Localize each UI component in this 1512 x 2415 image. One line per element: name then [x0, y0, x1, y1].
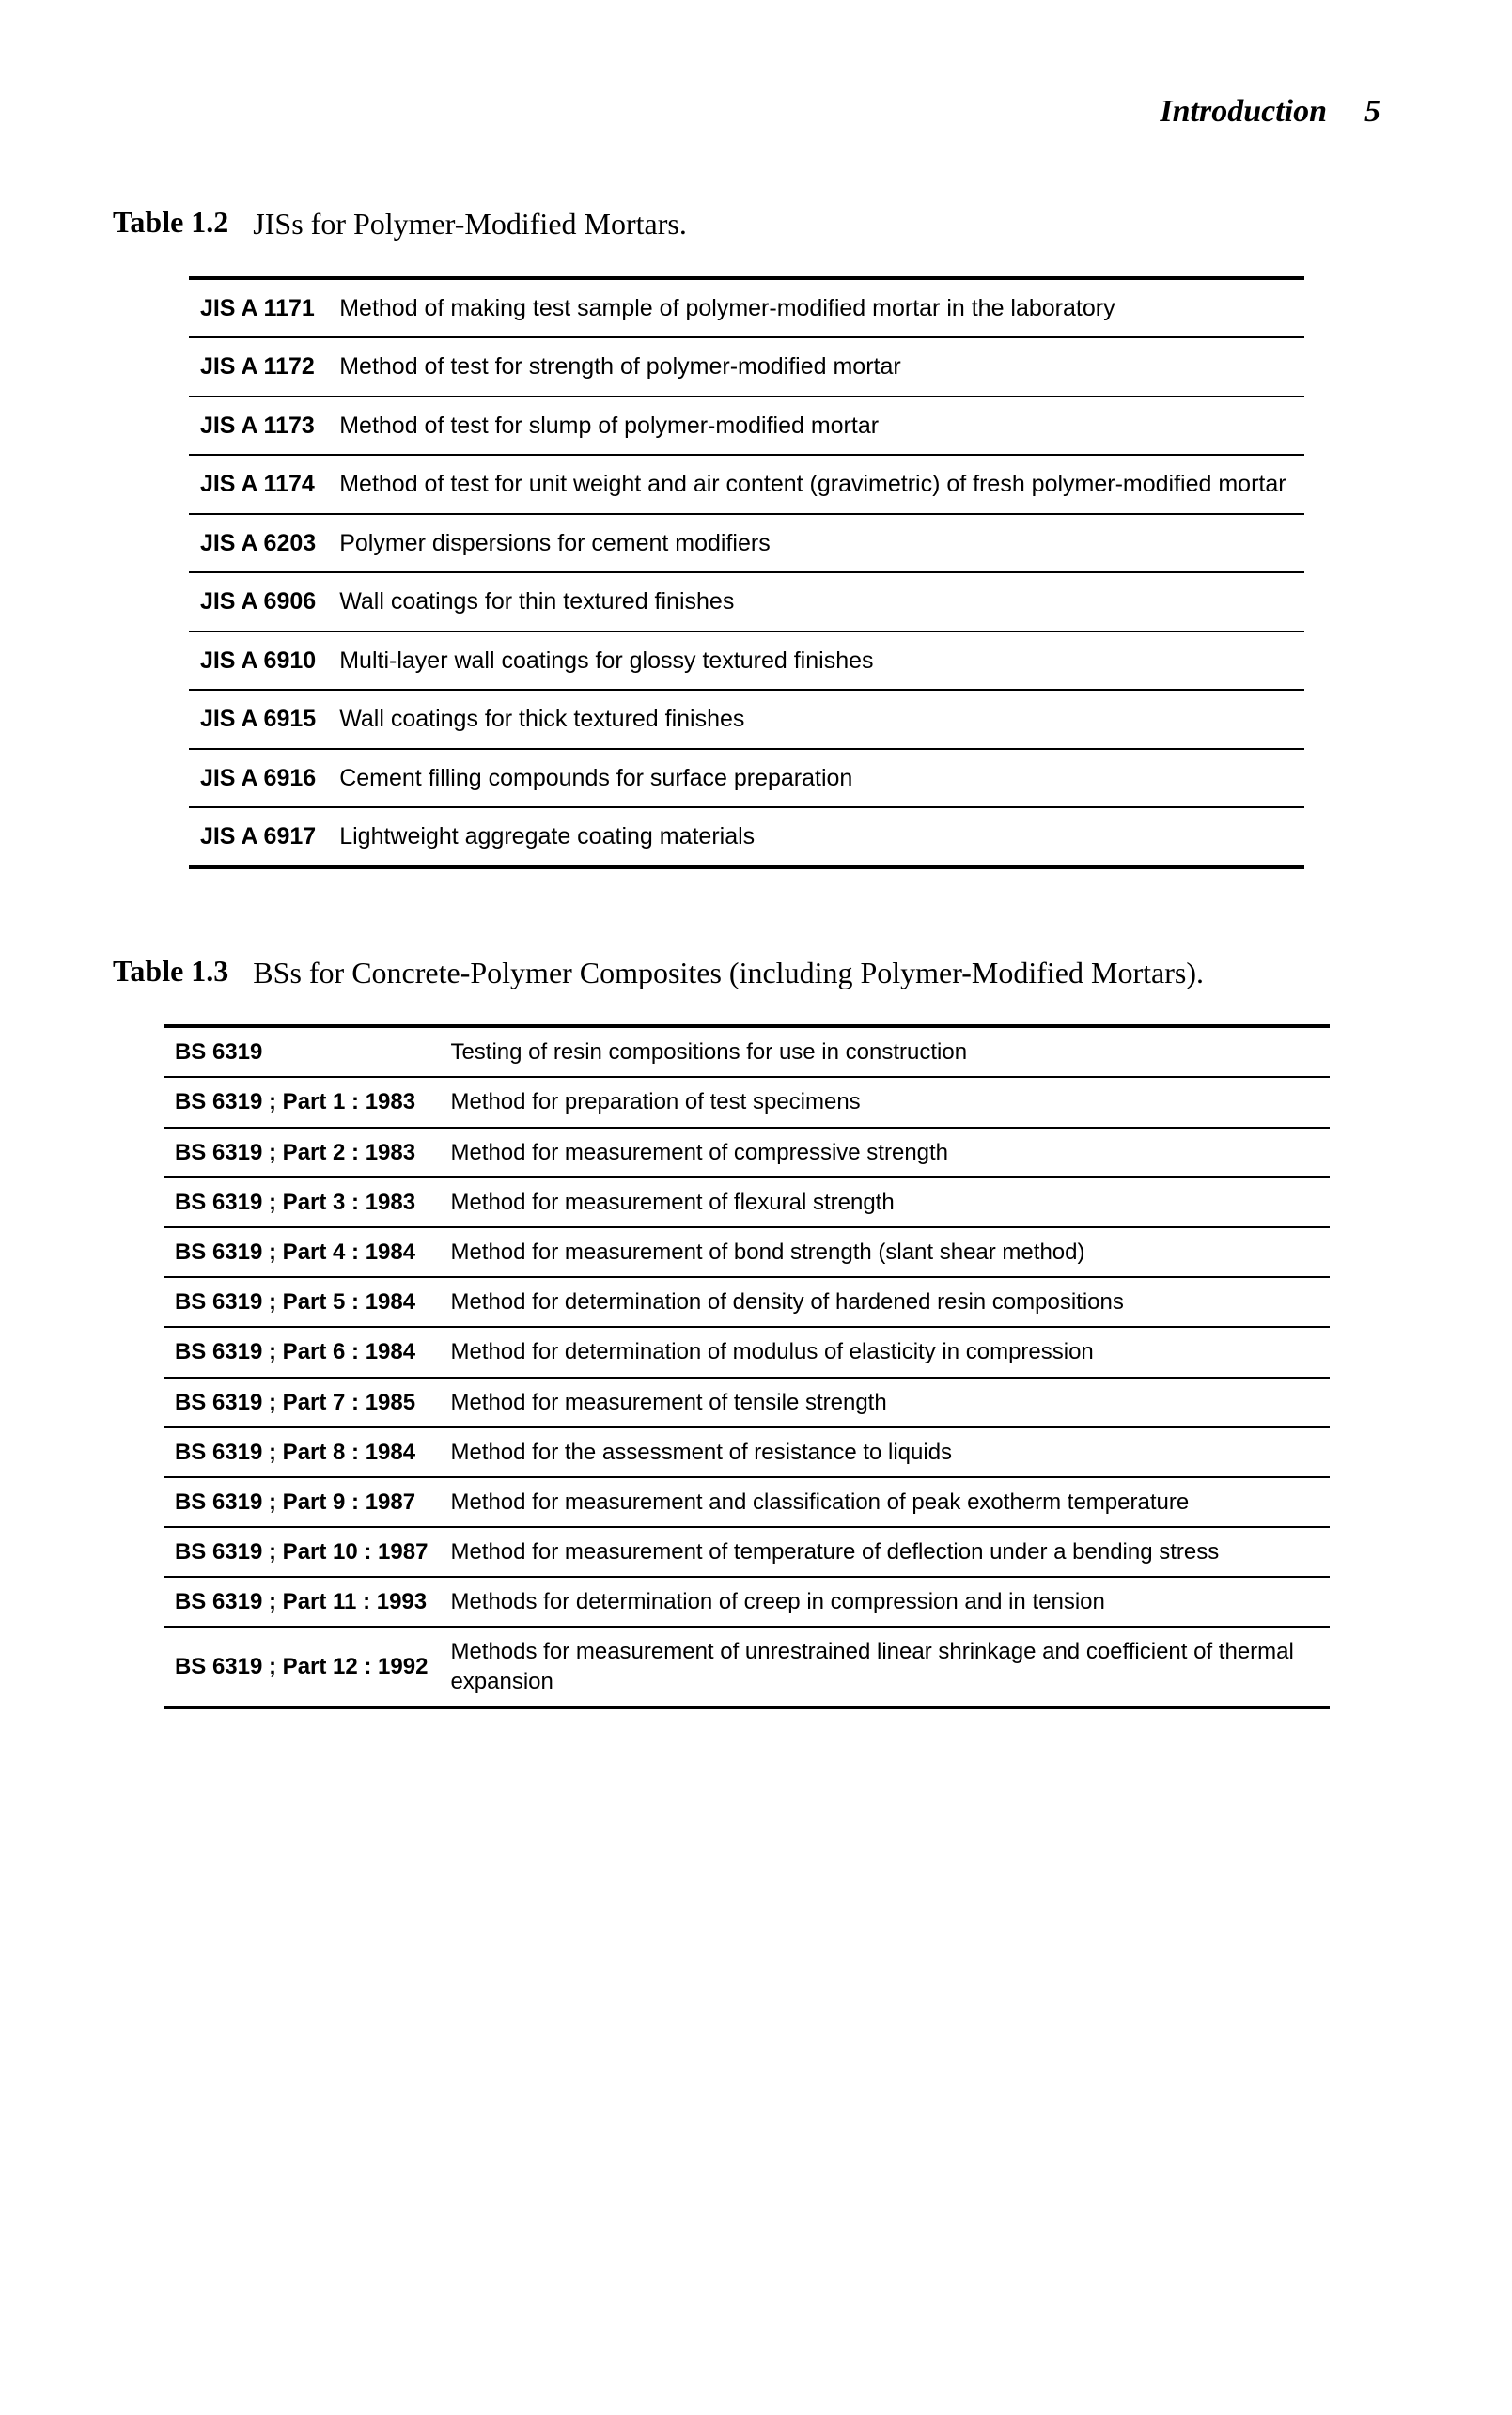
standard-description: Method of making test sample of polymer-…	[328, 278, 1304, 338]
standard-code: BS 6319 ; Part 8 : 1984	[164, 1427, 440, 1477]
standard-description: Cement filling compounds for surface pre…	[328, 749, 1304, 808]
standard-code: JIS A 6910	[189, 631, 328, 691]
table-label: Table 1.2	[113, 205, 228, 240]
table-row: BS 6319 ; Part 12 : 1992Methods for meas…	[164, 1627, 1330, 1706]
standard-description: Polymer dispersions for cement modifiers	[328, 514, 1304, 573]
page-number: 5	[1364, 94, 1380, 130]
table-row: JIS A 6906Wall coatings for thin texture…	[189, 572, 1304, 631]
standard-code: BS 6319 ; Part 10 : 1987	[164, 1527, 440, 1577]
table-row: JIS A 1172Method of test for strength of…	[189, 337, 1304, 397]
standard-description: Methods for measurement of unrestrained …	[439, 1627, 1330, 1706]
standard-description: Method for preparation of test specimens	[439, 1077, 1330, 1127]
standard-code: JIS A 1171	[189, 278, 328, 338]
table-1-3-caption: Table 1.3 BSs for Concrete-Polymer Compo…	[113, 954, 1380, 993]
standard-code: JIS A 6916	[189, 749, 328, 808]
standard-description: Method for measurement of compressive st…	[439, 1128, 1330, 1177]
standard-description: Method for determination of modulus of e…	[439, 1327, 1330, 1377]
table-row: BS 6319 ; Part 3 : 1983Method for measur…	[164, 1177, 1330, 1227]
table-row: BS 6319 ; Part 6 : 1984Method for determ…	[164, 1327, 1330, 1377]
standard-code: BS 6319 ; Part 7 : 1985	[164, 1378, 440, 1427]
table-row: BS 6319 ; Part 7 : 1985Method for measur…	[164, 1378, 1330, 1427]
standard-description: Methods for determination of creep in co…	[439, 1577, 1330, 1627]
standard-description: Multi-layer wall coatings for glossy tex…	[328, 631, 1304, 691]
table-row: JIS A 1171Method of making test sample o…	[189, 278, 1304, 338]
table-row: JIS A 6916Cement filling compounds for s…	[189, 749, 1304, 808]
standard-code: BS 6319 ; Part 2 : 1983	[164, 1128, 440, 1177]
table-row: JIS A 6915Wall coatings for thick textur…	[189, 690, 1304, 749]
standard-code: BS 6319 ; Part 9 : 1987	[164, 1477, 440, 1527]
standard-code: JIS A 6917	[189, 807, 328, 867]
standard-code: BS 6319 ; Part 12 : 1992	[164, 1627, 440, 1706]
table-row: BS 6319 ; Part 11 : 1993Methods for dete…	[164, 1577, 1330, 1627]
standard-code: JIS A 1172	[189, 337, 328, 397]
standard-description: Method for measurement and classificatio…	[439, 1477, 1330, 1527]
page-header: Introduction 5	[113, 94, 1380, 130]
table-1-2: JIS A 1171Method of making test sample o…	[189, 276, 1304, 869]
standard-description: Wall coatings for thin textured finishes	[328, 572, 1304, 631]
table-row: BS 6319 ; Part 2 : 1983Method for measur…	[164, 1128, 1330, 1177]
running-head: Introduction	[1160, 94, 1327, 130]
standard-description: Method for measurement of flexural stren…	[439, 1177, 1330, 1227]
table-1-2-caption: Table 1.2 JISs for Polymer-Modified Mort…	[113, 205, 1380, 244]
table-row: JIS A 1174Method of test for unit weight…	[189, 455, 1304, 514]
standard-description: Method for measurement of tensile streng…	[439, 1378, 1330, 1427]
standard-code: JIS A 6915	[189, 690, 328, 749]
table-row: BS 6319 ; Part 9 : 1987Method for measur…	[164, 1477, 1330, 1527]
table-row: BS 6319 ; Part 5 : 1984Method for determ…	[164, 1277, 1330, 1327]
standard-code: BS 6319	[164, 1026, 440, 1077]
standard-description: Testing of resin compositions for use in…	[439, 1026, 1330, 1077]
table-1-3-block: Table 1.3 BSs for Concrete-Polymer Compo…	[113, 954, 1380, 1709]
standard-code: JIS A 1173	[189, 397, 328, 456]
standard-code: BS 6319 ; Part 6 : 1984	[164, 1327, 440, 1377]
standard-description: Method for measurement of temperature of…	[439, 1527, 1330, 1577]
table-row: JIS A 6917Lightweight aggregate coating …	[189, 807, 1304, 867]
standard-code: BS 6319 ; Part 4 : 1984	[164, 1227, 440, 1277]
table-row: BS 6319 ; Part 10 : 1987Method for measu…	[164, 1527, 1330, 1577]
table-row: BS 6319 ; Part 4 : 1984Method for measur…	[164, 1227, 1330, 1277]
standard-description: Method for the assessment of resistance …	[439, 1427, 1330, 1477]
standard-code: JIS A 6906	[189, 572, 328, 631]
standard-description: Method for measurement of bond strength …	[439, 1227, 1330, 1277]
standard-code: JIS A 6203	[189, 514, 328, 573]
table-row: BS 6319 ; Part 1 : 1983Method for prepar…	[164, 1077, 1330, 1127]
table-row: JIS A 6203Polymer dispersions for cement…	[189, 514, 1304, 573]
table-row: BS 6319 ; Part 8 : 1984Method for the as…	[164, 1427, 1330, 1477]
standard-code: BS 6319 ; Part 1 : 1983	[164, 1077, 440, 1127]
standard-code: JIS A 1174	[189, 455, 328, 514]
table-row: JIS A 6910Multi-layer wall coatings for …	[189, 631, 1304, 691]
standard-description: Method of test for strength of polymer-m…	[328, 337, 1304, 397]
table-1-3: BS 6319Testing of resin compositions for…	[164, 1024, 1330, 1709]
table-row: JIS A 1173Method of test for slump of po…	[189, 397, 1304, 456]
table-1-2-block: Table 1.2 JISs for Polymer-Modified Mort…	[113, 205, 1380, 869]
table-row: BS 6319Testing of resin compositions for…	[164, 1026, 1330, 1077]
standard-description: Method for determination of density of h…	[439, 1277, 1330, 1327]
standard-code: BS 6319 ; Part 3 : 1983	[164, 1177, 440, 1227]
standard-code: BS 6319 ; Part 11 : 1993	[164, 1577, 440, 1627]
standard-description: Method of test for slump of polymer-modi…	[328, 397, 1304, 456]
standard-description: Method of test for unit weight and air c…	[328, 455, 1304, 514]
standard-code: BS 6319 ; Part 5 : 1984	[164, 1277, 440, 1327]
table-caption-text: JISs for Polymer-Modified Mortars.	[253, 205, 687, 244]
standard-description: Wall coatings for thick textured finishe…	[328, 690, 1304, 749]
table-label: Table 1.3	[113, 954, 228, 989]
standard-description: Lightweight aggregate coating materials	[328, 807, 1304, 867]
table-caption-text: BSs for Concrete-Polymer Composites (inc…	[253, 954, 1204, 993]
